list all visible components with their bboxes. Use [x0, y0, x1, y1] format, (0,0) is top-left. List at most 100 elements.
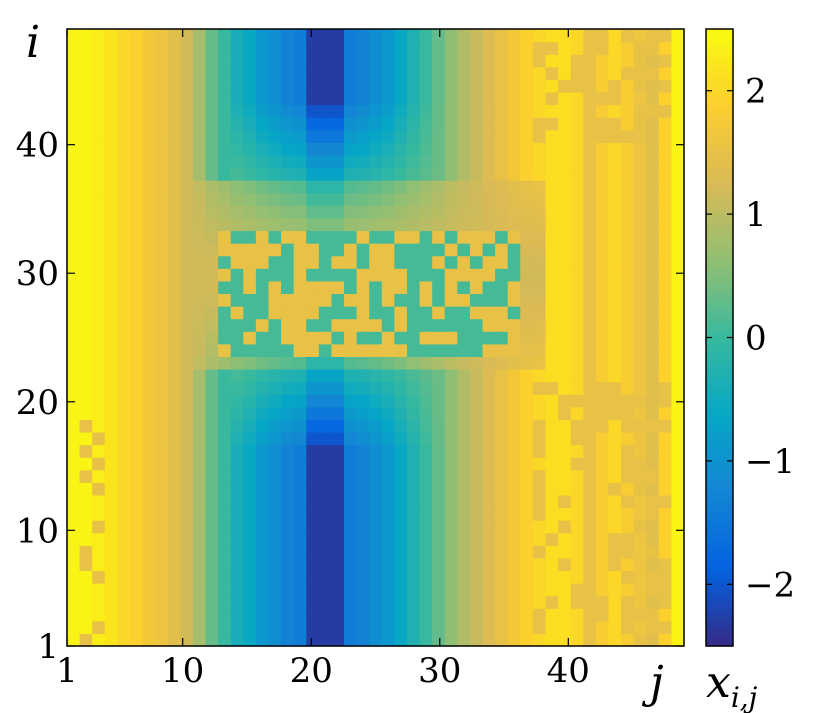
heatmap-cell [331, 532, 345, 546]
heatmap-cell [369, 394, 383, 408]
heatmap-cell [658, 205, 673, 219]
heatmap-cell [432, 406, 446, 420]
heatmap-cell [671, 167, 685, 181]
heatmap-cell [532, 192, 547, 206]
heatmap-cell [608, 444, 622, 458]
heatmap-cell [394, 142, 408, 156]
heatmap-cell [381, 167, 395, 181]
heatmap-cell [570, 520, 584, 534]
heatmap-cell [520, 406, 534, 420]
heatmap-cell [532, 293, 547, 307]
heatmap-cell [281, 205, 295, 219]
heatmap-cell [331, 230, 345, 244]
y-tick-label: 20 [16, 383, 59, 423]
heatmap-cell [394, 633, 408, 647]
heatmap-cell [633, 142, 647, 156]
heatmap-cell [167, 633, 181, 647]
heatmap-cell [608, 217, 622, 232]
heatmap-cell [532, 331, 547, 345]
heatmap-cell [583, 54, 597, 68]
heatmap-cell [495, 557, 509, 572]
heatmap-cell [268, 205, 282, 219]
heatmap-cell [545, 583, 559, 597]
heatmap-cell [356, 91, 370, 106]
heatmap-cell [621, 406, 635, 420]
heatmap-cell [457, 192, 471, 206]
heatmap-cell [495, 394, 509, 408]
heatmap-cell [306, 394, 320, 408]
heatmap-cell [293, 117, 307, 131]
heatmap-cell [281, 557, 295, 572]
heatmap-cell [192, 54, 207, 68]
colorbar-segment [706, 54, 733, 61]
heatmap-cell [558, 469, 572, 483]
heatmap-cell [381, 431, 395, 446]
heatmap-cell [369, 230, 383, 244]
heatmap-cell [507, 117, 521, 131]
heatmap-cell [419, 545, 433, 559]
heatmap-cell [92, 557, 106, 572]
colorbar-segment [706, 630, 733, 637]
heatmap-cell [482, 583, 496, 597]
heatmap-cell [545, 306, 559, 320]
heatmap-cell [469, 142, 484, 156]
heatmap-cell [570, 343, 584, 357]
heatmap-cell [570, 192, 584, 206]
heatmap-cell [230, 557, 244, 572]
heatmap-cell [671, 394, 685, 408]
heatmap-cell [482, 331, 496, 345]
heatmap-cell [419, 570, 433, 584]
heatmap-cell [155, 469, 169, 483]
heatmap-cell [633, 54, 647, 68]
heatmap-cell [104, 520, 118, 534]
heatmap-cell [633, 217, 647, 232]
heatmap-cell [532, 406, 547, 420]
heatmap-cell [671, 255, 685, 269]
colorbar-segment [706, 579, 733, 585]
heatmap-cell [520, 545, 534, 559]
heatmap-cell [306, 608, 320, 622]
heatmap-cell [243, 318, 257, 332]
colorbar-segment [706, 142, 733, 148]
heatmap-cell [331, 167, 345, 181]
heatmap-cell [583, 520, 597, 534]
heatmap-cell [469, 29, 484, 43]
heatmap-cell [432, 331, 446, 345]
heatmap-cell [104, 306, 118, 320]
heatmap-cell [167, 381, 181, 395]
heatmap-cell [646, 243, 660, 257]
heatmap-cell [230, 29, 244, 43]
heatmap-cell [406, 608, 421, 622]
heatmap-cell [117, 129, 131, 143]
heatmap-cell [243, 482, 257, 496]
heatmap-cell [520, 532, 534, 546]
heatmap-cell [142, 117, 156, 131]
heatmap-cell [155, 482, 169, 496]
heatmap-cell [281, 293, 295, 307]
heatmap-cell [192, 129, 207, 143]
heatmap-cell [381, 343, 395, 357]
heatmap-cell [218, 217, 232, 232]
heatmap-cell [67, 633, 81, 647]
heatmap-cell [356, 620, 370, 635]
heatmap-cell [658, 557, 673, 572]
heatmap-cell [482, 41, 496, 55]
colorbar-segment [706, 625, 733, 632]
heatmap-cell [142, 368, 156, 383]
heatmap-cell [306, 243, 320, 257]
heatmap-cell [92, 154, 106, 169]
heatmap-cell [608, 583, 622, 597]
heatmap-cell [432, 180, 446, 194]
heatmap-cell [167, 431, 181, 446]
heatmap-cell [532, 66, 547, 80]
heatmap-cell [192, 192, 207, 206]
heatmap-cell [268, 280, 282, 295]
heatmap-cell [469, 419, 484, 433]
heatmap-cell [318, 469, 333, 483]
heatmap-cell [104, 41, 118, 55]
heatmap-cell [79, 494, 93, 509]
heatmap-cell [167, 91, 181, 106]
heatmap-cell [117, 507, 131, 521]
heatmap-cell [646, 217, 660, 232]
heatmap-cell [457, 368, 471, 383]
